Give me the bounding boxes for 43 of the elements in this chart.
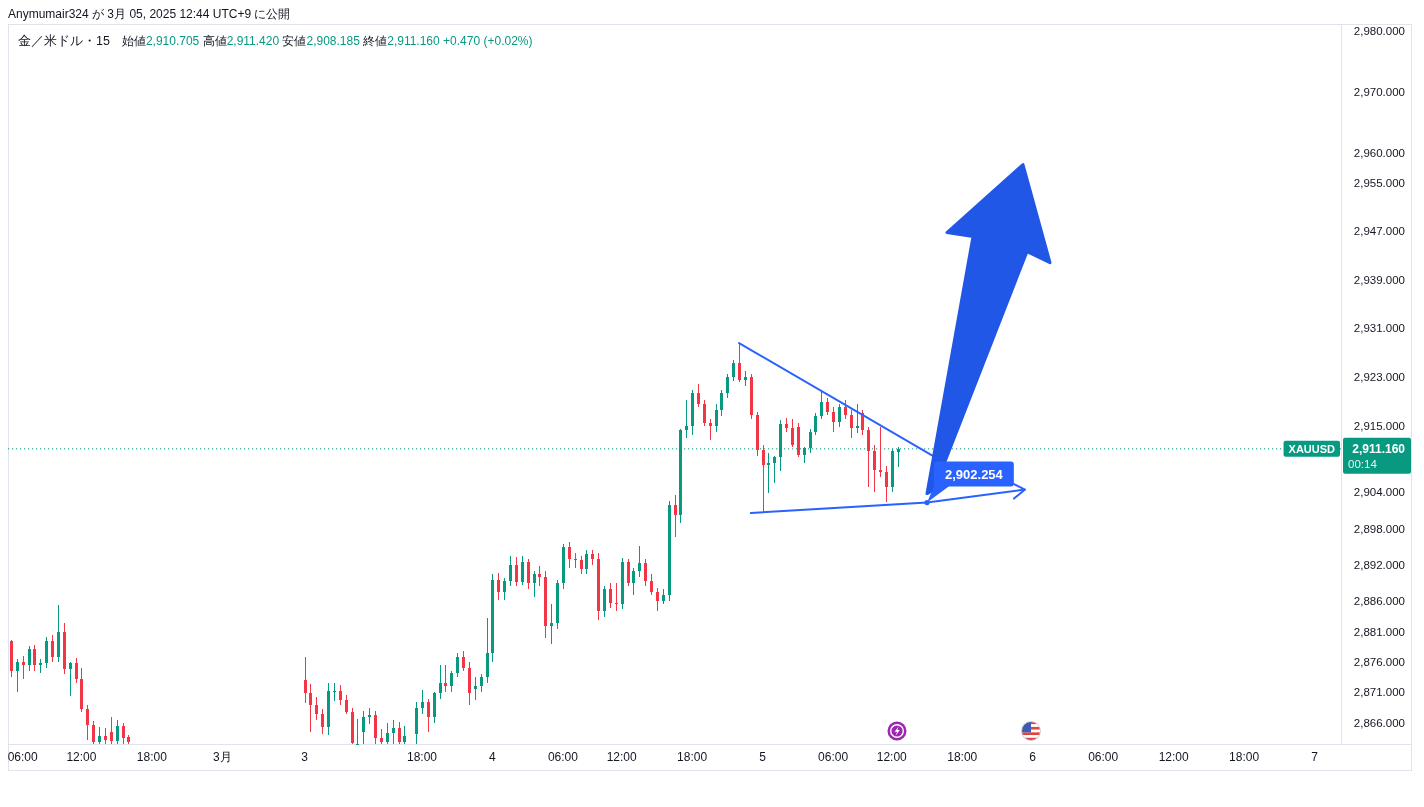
- y-tick-label: 2,898.000: [1353, 522, 1405, 535]
- y-tick-label: 2,931.000: [1353, 322, 1405, 335]
- text: 始値2,910.705 高値2,911.420 安値2,908.185 終値2,911.160 +0.470 (+0.02%): [121, 34, 533, 48]
- annotation: 2,902.254: [945, 466, 1004, 482]
- x-tick-label: 3月: [212, 750, 232, 764]
- text: Anymumair324 が 3月 05, 2025 12:44 UTC+9 に公開: [8, 7, 291, 21]
- x-tick-label: 18:00: [1229, 750, 1260, 764]
- x-tick-label: 4: [489, 750, 497, 764]
- x-tick-label: 06:00: [7, 750, 39, 764]
- y-tick-label: 2,876.000: [1353, 656, 1405, 669]
- x-tick-label: 18:00: [947, 750, 978, 764]
- x-tick-label: 18:00: [136, 750, 168, 764]
- x-tick-label: 3: [301, 750, 309, 764]
- y-tick-label: 2,871.000: [1353, 686, 1405, 699]
- y-tick-label: 2,960.000: [1353, 146, 1405, 159]
- y-tick-label: 2,892.000: [1353, 559, 1405, 572]
- x-tick-label: 06:00: [547, 750, 579, 764]
- x-tick-label: 06:00: [818, 750, 849, 764]
- y-tick-label: 2,904.000: [1353, 486, 1405, 499]
- x-tick-label: 7: [1311, 750, 1319, 764]
- x-tick-label: 12:00: [606, 750, 637, 764]
- x-tick-label: 12:00: [876, 750, 908, 764]
- x-tick-label: 12:00: [1158, 750, 1189, 764]
- ref-line-label: 2,911.160: [1352, 441, 1406, 456]
- y-tick-label: 2,866.000: [1353, 716, 1405, 729]
- x-tick-label: 06:00: [1088, 750, 1119, 764]
- y-tick-label: 2,970.000: [1353, 85, 1405, 98]
- x-tick-label: 18:00: [406, 750, 438, 764]
- x-tick-label: 5: [759, 750, 767, 764]
- x-tick-label: 6: [1029, 750, 1037, 764]
- x-tick-label: 18:00: [677, 750, 708, 764]
- y-tick-label: 2,939.000: [1353, 273, 1405, 286]
- text: 金／米ドル・15: [18, 34, 110, 48]
- y-tick-label: 2,947.000: [1353, 225, 1405, 238]
- annotation: XAUUSD: [1288, 442, 1336, 455]
- y-tick-label: 2,886.000: [1353, 595, 1405, 608]
- y-tick-label: 2,915.000: [1353, 419, 1405, 432]
- y-tick-label: 2,881.000: [1353, 625, 1405, 638]
- y-tick-label: 2,955.000: [1353, 176, 1405, 189]
- y-tick-label: 2,980.000: [1353, 25, 1405, 38]
- text: 00:14: [1348, 457, 1378, 470]
- y-tick-label: 2,923.000: [1353, 371, 1405, 384]
- x-tick-label: 12:00: [66, 750, 97, 764]
